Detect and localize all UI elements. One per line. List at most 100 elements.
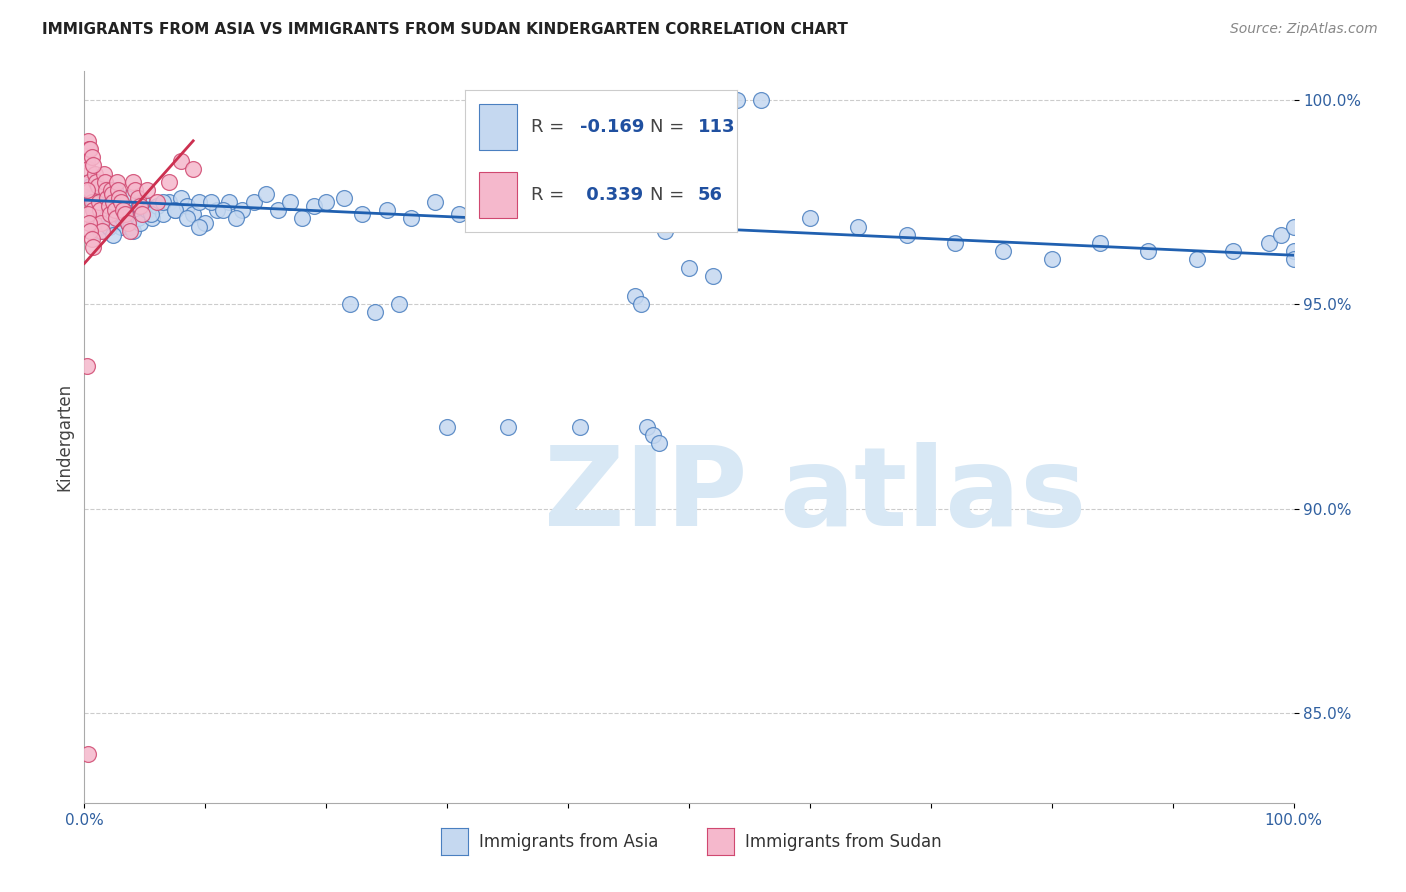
Point xyxy=(94,175,117,189)
Point xyxy=(101,186,124,201)
Point xyxy=(82,158,104,172)
Point xyxy=(121,224,143,238)
Point xyxy=(120,219,142,234)
Point xyxy=(80,150,103,164)
Point xyxy=(91,224,114,238)
Point xyxy=(1040,252,1063,267)
Point xyxy=(104,215,127,229)
Point xyxy=(496,420,519,434)
Point xyxy=(94,211,117,226)
Point xyxy=(636,420,658,434)
Point xyxy=(170,154,193,169)
Y-axis label: Kindergarten: Kindergarten xyxy=(55,383,73,491)
Point xyxy=(96,215,118,229)
Point xyxy=(80,195,103,210)
Point xyxy=(641,428,664,442)
Point xyxy=(648,436,671,450)
Point xyxy=(77,162,100,177)
Point xyxy=(157,175,180,189)
Point xyxy=(79,142,101,156)
Text: Source: ZipAtlas.com: Source: ZipAtlas.com xyxy=(1230,22,1378,37)
Point xyxy=(520,183,543,197)
Point xyxy=(77,175,100,189)
Point xyxy=(112,207,135,221)
Point xyxy=(181,162,204,177)
Point xyxy=(152,207,174,221)
Point xyxy=(943,235,966,250)
Point xyxy=(76,154,98,169)
Point xyxy=(242,195,264,210)
Point xyxy=(617,211,640,226)
Point xyxy=(112,203,135,218)
Point xyxy=(87,203,110,218)
Point xyxy=(77,134,100,148)
Point xyxy=(97,219,120,234)
Point xyxy=(80,232,103,246)
Point xyxy=(91,199,114,213)
Text: atlas: atlas xyxy=(780,442,1087,549)
Point xyxy=(333,191,356,205)
Point xyxy=(231,203,253,218)
Point xyxy=(218,195,240,210)
Point xyxy=(551,211,574,226)
Point xyxy=(1258,235,1281,250)
Point xyxy=(449,207,471,221)
Point xyxy=(176,199,198,213)
Point xyxy=(363,305,385,319)
Point xyxy=(141,211,163,226)
Point xyxy=(146,195,169,210)
Point xyxy=(472,199,495,213)
Point xyxy=(569,420,592,434)
Point xyxy=(127,211,149,226)
Point xyxy=(375,203,398,218)
Point xyxy=(165,203,187,218)
Point xyxy=(623,289,645,303)
Point xyxy=(96,191,118,205)
Point xyxy=(678,260,700,275)
Point xyxy=(108,191,131,205)
Point xyxy=(84,207,107,221)
Point xyxy=(136,203,159,218)
Point xyxy=(77,747,100,761)
Point xyxy=(630,297,652,311)
Point xyxy=(110,219,132,234)
Point xyxy=(339,297,361,311)
Point xyxy=(82,195,104,210)
Point xyxy=(97,199,120,213)
Point xyxy=(146,199,169,213)
Point xyxy=(127,191,149,205)
Point xyxy=(77,183,100,197)
Point xyxy=(291,211,314,226)
Point xyxy=(82,240,104,254)
Text: IMMIGRANTS FROM ASIA VS IMMIGRANTS FROM SUDAN KINDERGARTEN CORRELATION CHART: IMMIGRANTS FROM ASIA VS IMMIGRANTS FROM … xyxy=(42,22,848,37)
Point xyxy=(1282,252,1305,267)
Point xyxy=(94,207,117,221)
Point xyxy=(352,207,374,221)
Point xyxy=(725,93,748,107)
Point xyxy=(194,215,217,229)
Point xyxy=(278,195,301,210)
Text: Immigrants from Asia: Immigrants from Asia xyxy=(478,832,658,851)
Point xyxy=(79,178,101,193)
Point xyxy=(115,191,138,205)
Point xyxy=(104,211,127,226)
Point xyxy=(1185,252,1208,267)
Point xyxy=(315,195,337,210)
Point xyxy=(1282,219,1305,234)
Point xyxy=(399,211,422,226)
Point xyxy=(93,211,115,226)
Point xyxy=(93,203,115,218)
Point xyxy=(896,227,918,242)
Point xyxy=(77,215,100,229)
Point xyxy=(131,195,153,210)
Point xyxy=(702,268,724,283)
Point xyxy=(423,195,446,210)
Point xyxy=(751,93,773,107)
Point xyxy=(86,175,108,189)
Point xyxy=(131,207,153,221)
Point xyxy=(87,219,110,234)
Point xyxy=(86,215,108,229)
Point xyxy=(993,244,1015,259)
Point xyxy=(103,227,125,242)
Text: Immigrants from Sudan: Immigrants from Sudan xyxy=(745,832,941,851)
